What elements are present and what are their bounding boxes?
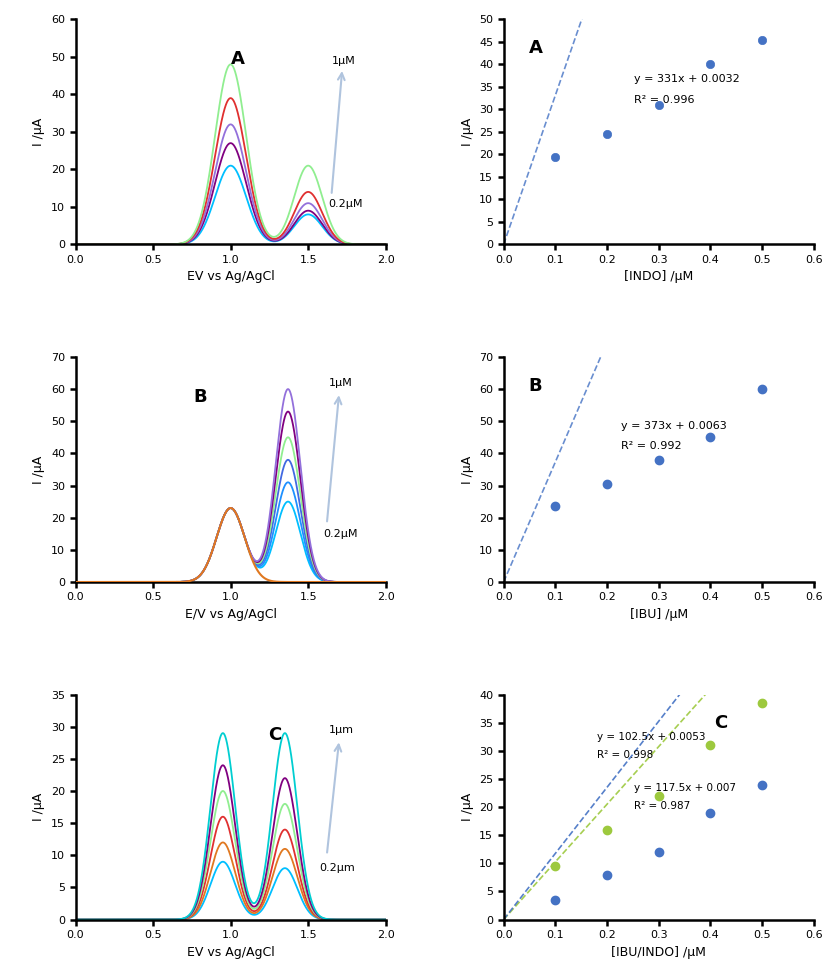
Text: y = 117.5x + 0.007: y = 117.5x + 0.007 [634,783,736,794]
Text: y = 102.5x + 0.0053: y = 102.5x + 0.0053 [597,732,705,741]
Text: C: C [715,714,727,733]
Text: 0.2μM: 0.2μM [324,529,358,539]
Text: 1μM: 1μM [328,378,352,388]
Text: C: C [268,726,281,743]
X-axis label: [IBU] /μM: [IBU] /μM [629,608,688,621]
Text: A: A [231,50,244,69]
Text: A: A [529,39,542,57]
Y-axis label: I /μA: I /μA [461,793,473,821]
Text: 1μm: 1μm [328,725,353,735]
Y-axis label: I /μA: I /μA [33,793,45,821]
Y-axis label: I /μA: I /μA [33,455,45,484]
Text: 0.2μM: 0.2μM [328,198,362,209]
Text: R² = 0.992: R² = 0.992 [622,441,682,451]
Text: 1μM: 1μM [331,56,355,67]
X-axis label: [INDO] /μM: [INDO] /μM [624,270,693,284]
Text: R² = 0.987: R² = 0.987 [634,802,690,811]
X-axis label: [IBU/INDO] /μM: [IBU/INDO] /μM [612,946,706,958]
Text: B: B [194,388,207,406]
X-axis label: E/V vs Ag/AgCl: E/V vs Ag/AgCl [185,608,277,621]
Text: y = 331x + 0.0032: y = 331x + 0.0032 [634,75,740,84]
Y-axis label: I /μA: I /μA [461,118,473,146]
Text: B: B [529,377,542,395]
Text: y = 373x + 0.0063: y = 373x + 0.0063 [622,421,727,431]
Y-axis label: I /μA: I /μA [461,455,473,484]
Text: R² = 0.998: R² = 0.998 [597,749,653,760]
Y-axis label: I /μA: I /μA [33,118,45,146]
Text: R² = 0.996: R² = 0.996 [634,95,695,105]
Text: 0.2μm: 0.2μm [319,863,355,873]
X-axis label: EV vs Ag/AgCl: EV vs Ag/AgCl [187,946,274,958]
X-axis label: EV vs Ag/AgCl: EV vs Ag/AgCl [187,270,274,284]
